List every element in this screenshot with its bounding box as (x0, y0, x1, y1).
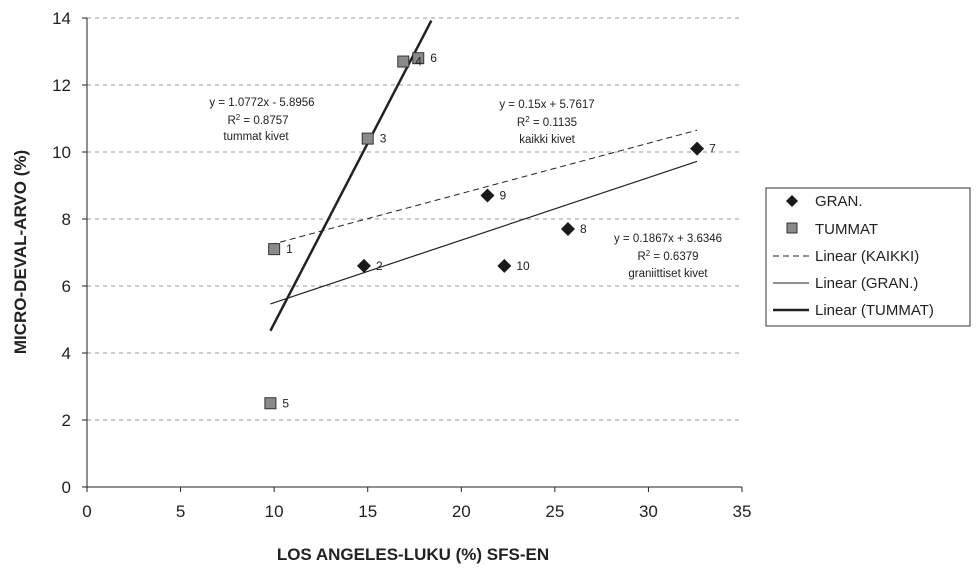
legend-label-linear-kaikki: Linear (KAIKKI) (815, 248, 919, 265)
data-point-diamond (356, 258, 371, 273)
tummat-note: tummat kivet (223, 131, 289, 143)
data-point-square (268, 243, 281, 256)
point-label: 2 (376, 259, 383, 273)
legend-square-marker (786, 222, 798, 234)
y-tick-label: 10 (52, 143, 71, 162)
data-point-square (264, 397, 277, 410)
kaikki-r2: R2 = 0.1135 (517, 115, 577, 130)
gran-note: graniittiset kivet (628, 268, 708, 280)
tummat-r2: R2 = 0.8757 (227, 113, 288, 128)
point-label: 1 (286, 242, 293, 256)
legend: GRAN. TUMMAT Linear (KAIKKI) Linear (GRA… (765, 187, 971, 327)
data-markers (264, 52, 705, 410)
point-label: 5 (282, 396, 289, 410)
y-tick-label: 4 (62, 344, 71, 363)
x-tick-label: 35 (733, 502, 752, 521)
legend-label-linear-gran: Linear (GRAN.) (815, 275, 918, 292)
legend-item-linear-kaikki: Linear (KAIKKI) (773, 248, 919, 265)
y-tick-label: 0 (62, 478, 71, 497)
point-label: 7 (709, 142, 716, 156)
x-tick-label: 20 (452, 502, 471, 521)
x-tick-label: 0 (82, 502, 91, 521)
kaikki-note: kaikki kivet (519, 134, 575, 146)
x-tick-label: 30 (639, 502, 658, 521)
data-point-diamond (690, 141, 705, 156)
legend-item-linear-tummat: Linear (TUMMAT) (773, 302, 934, 319)
y-tick-label: 14 (52, 9, 71, 28)
legend-diamond-marker (786, 195, 798, 207)
legend-label-tummat: TUMMAT (815, 221, 878, 238)
point-label: 10 (516, 259, 530, 273)
x-tick-labels: 0 5 10 15 20 25 30 35 (82, 487, 751, 521)
legend-label-gran: GRAN. (815, 193, 863, 210)
data-point-diamond (480, 188, 495, 203)
data-point-square (397, 55, 410, 68)
gran-r2: R2 = 0.6379 (637, 249, 698, 264)
data-point-diamond (560, 222, 575, 237)
data-point-square (412, 52, 425, 65)
x-axis-title: LOS ANGELES-LUKU (%) SFS-EN (277, 545, 549, 564)
data-point-square (361, 132, 374, 145)
legend-item-gran: GRAN. (786, 193, 863, 210)
y-tick-labels: 0 2 4 6 8 10 12 14 (52, 9, 87, 497)
x-tick-label: 15 (358, 502, 377, 521)
y-tick-label: 12 (52, 76, 71, 95)
trendline (270, 129, 698, 246)
legend-item-linear-gran: Linear (GRAN.) (773, 275, 918, 292)
trendlines (269, 19, 698, 332)
point-label: 3 (380, 132, 387, 146)
legend-box (765, 187, 971, 327)
axes (86, 18, 742, 488)
legend-item-tummat: TUMMAT (786, 221, 878, 238)
point-label: 9 (499, 189, 506, 203)
y-tick-label: 2 (62, 411, 71, 430)
gran-equation: y = 0.1867x + 3.6346 (614, 233, 722, 245)
tummat-equation: y = 1.0772x - 5.8956 (209, 97, 314, 109)
x-tick-label: 5 (176, 502, 185, 521)
legend-label-linear-tummat: Linear (TUMMAT) (815, 302, 934, 319)
point-label: 6 (430, 51, 437, 65)
x-tick-label: 10 (265, 502, 284, 521)
y-tick-label: 6 (62, 277, 71, 296)
kaikki-equation: y = 0.15x + 5.7617 (499, 99, 594, 111)
trendline (270, 160, 698, 305)
trendline (269, 19, 433, 332)
gridlines (87, 17, 742, 421)
point-label: 8 (580, 222, 587, 236)
point-labels: 2 7 8 9 10 1 3 4 5 6 (282, 51, 716, 410)
x-tick-label: 25 (545, 502, 564, 521)
data-point-diamond (497, 258, 512, 273)
y-axis-title: MICRO-DEVAL-ARVO (%) (11, 150, 30, 354)
point-label: 4 (415, 55, 422, 69)
y-tick-label: 8 (62, 210, 71, 229)
